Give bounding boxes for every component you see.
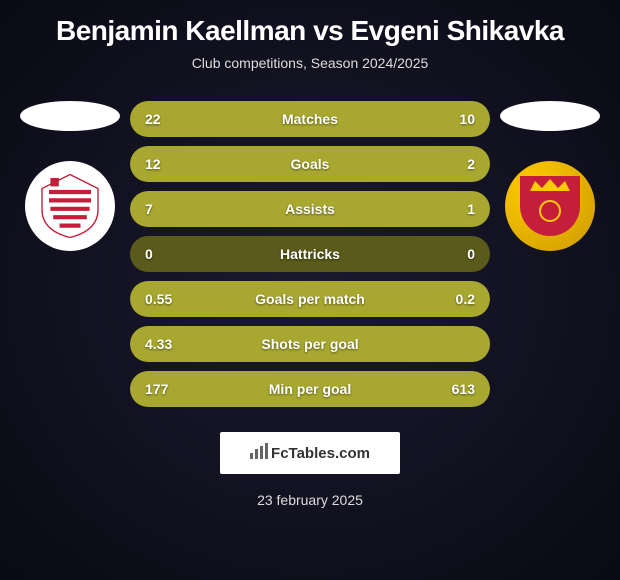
stat-value-right: 613: [452, 381, 475, 397]
stat-row: 0.55 Goals per match 0.2: [130, 281, 490, 317]
stat-value-right: 0: [467, 246, 475, 262]
stat-value-left: 7: [145, 201, 153, 217]
stat-value-left: 22: [145, 111, 161, 127]
stat-label: Assists: [285, 201, 335, 217]
stat-row: 177 Min per goal 613: [130, 371, 490, 407]
stat-label: Hattricks: [280, 246, 340, 262]
right-side: [490, 101, 610, 251]
korona-badge: [505, 161, 595, 251]
stat-label: Min per goal: [269, 381, 351, 397]
stat-bar-right: [439, 146, 490, 182]
comparison-content: 22Matches1012Goals27Assists10Hattricks00…: [0, 101, 620, 407]
stat-value-left: 0.55: [145, 291, 172, 307]
left-side: [10, 101, 130, 251]
stat-bar-left: [130, 371, 211, 407]
stat-value-right: 0.2: [456, 291, 475, 307]
cracovia-crest-icon: [35, 171, 105, 241]
stat-value-left: 12: [145, 156, 161, 172]
korona-crest-icon: [520, 176, 580, 236]
fctables-logo[interactable]: FcTables.com: [220, 432, 400, 474]
stat-value-right: 10: [459, 111, 475, 127]
stat-row: 4.33 Shots per goal: [130, 326, 490, 362]
stat-row: 22 Matches 10: [130, 101, 490, 137]
stats-column: 22Matches1012Goals27Assists10Hattricks00…: [130, 101, 490, 407]
stat-bar-right: [394, 281, 490, 317]
stat-value-right: 1: [467, 201, 475, 217]
date-text: 23 february 2025: [0, 492, 620, 508]
player-photo-right: [500, 101, 600, 131]
stat-label: Shots per goal: [261, 336, 358, 352]
page-title: Benjamin Kaellman vs Evgeni Shikavka: [0, 0, 620, 47]
stat-label: Goals: [291, 156, 330, 172]
player-photo-left: [20, 101, 120, 131]
stat-value-left: 0: [145, 246, 153, 262]
stat-value-left: 4.33: [145, 336, 172, 352]
stat-label: Goals per match: [255, 291, 365, 307]
stat-bar-left: [130, 101, 378, 137]
stat-row: 0 Hattricks 0: [130, 236, 490, 272]
stat-bar-left: [130, 146, 439, 182]
stat-row: 7 Assists 1: [130, 191, 490, 227]
chart-icon: [250, 443, 268, 463]
stat-value-left: 177: [145, 381, 168, 397]
stat-value-right: 2: [467, 156, 475, 172]
stat-label: Matches: [282, 111, 338, 127]
subtitle: Club competitions, Season 2024/2025: [0, 55, 620, 71]
stat-row: 12 Goals 2: [130, 146, 490, 182]
brand-text: FcTables.com: [271, 445, 370, 462]
cracovia-badge: [25, 161, 115, 251]
